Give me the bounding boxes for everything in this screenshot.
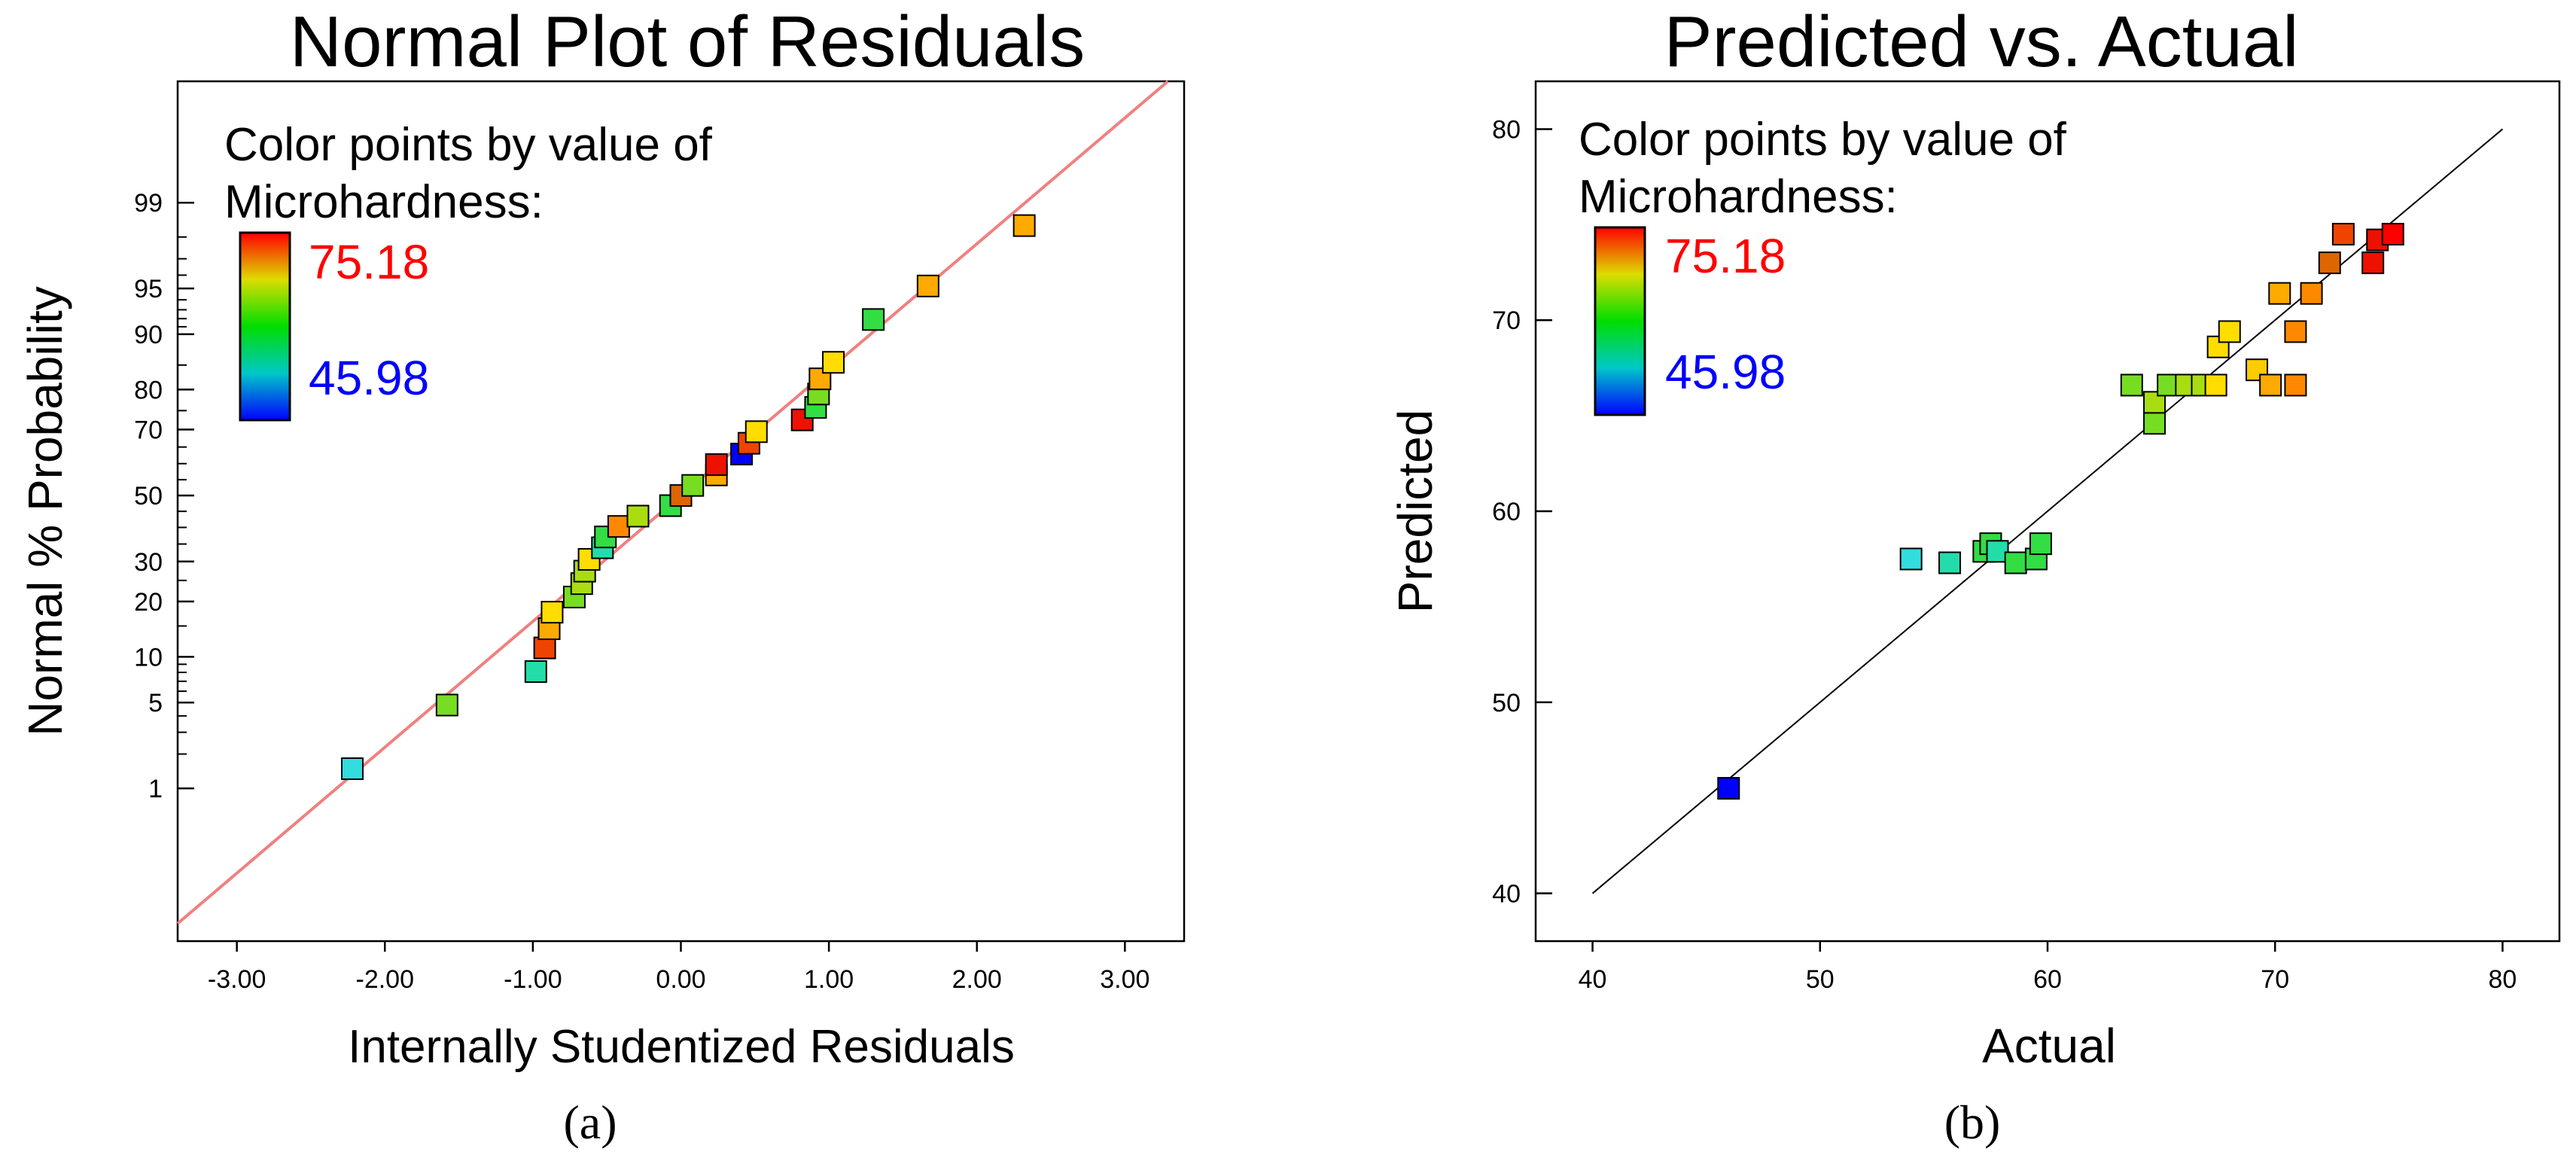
x-tick-label: -3.00: [208, 965, 266, 994]
data-point: [2120, 373, 2143, 397]
y-tick-label: 50: [134, 482, 163, 510]
data-point: [2361, 251, 2385, 275]
panel-b-title: Predicted vs. Actual: [1664, 2, 2298, 82]
y-tick-label: 50: [1492, 689, 1521, 718]
panel-b-legend-title-line2: Microhardness:: [1579, 171, 1898, 223]
data-point: [2284, 373, 2307, 397]
panel-b-predicted-vs-actual: Predicted vs. Actual 40 50 60 70 80 40 50 60 70…: [1388, 2, 2561, 1149]
panel-a-y-ticks: 1 5 10 20 30 50 70 80 90 95 99: [134, 189, 194, 803]
x-tick-label: 50: [1806, 965, 1835, 994]
panel-b-y-axis-label: Predicted: [1388, 410, 1442, 613]
data-point: [524, 660, 547, 683]
data-point: [916, 274, 939, 297]
panel-a-colorbar: [239, 231, 291, 422]
data-point: [862, 308, 885, 331]
panel-b-points: [1717, 223, 2404, 800]
y-tick-label: 60: [1492, 498, 1521, 526]
panel-b-colorbar: [1594, 226, 1646, 416]
x-tick-label: 3.00: [1100, 965, 1149, 994]
data-point: [2331, 223, 2355, 246]
panel-b-legend-title-line1: Color points by value of: [1579, 114, 2067, 166]
panel-a-points: [341, 214, 1036, 780]
panel-b-x-axis-label: Actual: [1982, 1019, 2116, 1073]
y-tick-label: 70: [1492, 306, 1521, 335]
data-point: [822, 351, 845, 374]
data-point: [2284, 320, 2307, 343]
y-tick-label: 20: [134, 588, 163, 617]
data-point: [2268, 282, 2291, 305]
data-point: [681, 474, 705, 497]
panel-b-legend: Color points by value of Microhardness: …: [1579, 114, 2067, 416]
data-point: [540, 601, 564, 624]
panel-a-legend-min: 45.98: [309, 351, 429, 405]
x-tick-label: 70: [2261, 965, 2289, 994]
y-tick-label: 1: [148, 775, 163, 803]
y-tick-label: 40: [1492, 880, 1521, 909]
panel-b-x-ticks: 40 50 60 70 80: [1579, 941, 2517, 994]
data-point: [1717, 776, 1740, 800]
data-point: [626, 504, 650, 528]
x-tick-label: 0.00: [656, 965, 705, 994]
data-point: [2259, 373, 2282, 397]
data-point: [533, 636, 556, 660]
x-tick-label: -1.00: [504, 965, 562, 994]
x-tick-label: 40: [1579, 965, 1607, 994]
panel-a-x-axis-label: Internally Studentized Residuals: [348, 1021, 1015, 1073]
data-point: [2218, 320, 2241, 343]
data-point: [2300, 282, 2323, 305]
data-point: [341, 757, 364, 780]
y-tick-label: 70: [134, 416, 163, 444]
x-tick-label: 80: [2489, 965, 2517, 994]
data-point: [2143, 412, 2166, 435]
y-tick-label: 10: [134, 643, 163, 672]
y-tick-label: 99: [134, 189, 163, 218]
data-point: [2318, 251, 2341, 275]
panel-a-label: (a): [563, 1095, 617, 1149]
data-point: [2029, 532, 2052, 556]
data-point: [2381, 223, 2404, 246]
panel-a-title: Normal Plot of Residuals: [290, 2, 1085, 82]
data-point: [607, 515, 630, 538]
data-point: [705, 453, 728, 477]
panel-b-legend-min: 45.98: [1665, 345, 1786, 399]
panel-b-y-ticks: 40 50 60 70 80: [1492, 115, 1552, 909]
panel-a-normal-plot: Normal Plot of Residuals -3.00 -2.00 -1.00…: [18, 2, 1186, 1149]
panel-a-legend: Color points by value of Microhardness: …: [224, 119, 713, 422]
panel-a-x-ticks: -3.00 -2.00 -1.00 0.00 1.00 2.00 3.00: [208, 941, 1149, 994]
x-tick-label: 2.00: [952, 965, 1002, 994]
data-point: [2204, 373, 2227, 397]
y-tick-label: 80: [1492, 115, 1521, 144]
panel-a-legend-title-line1: Color points by value of: [224, 119, 713, 171]
panel-a-legend-title-line2: Microhardness:: [224, 176, 544, 228]
panel-b-legend-max: 75.18: [1665, 229, 1786, 283]
y-tick-label: 80: [134, 376, 163, 404]
y-tick-label: 95: [134, 275, 163, 303]
panel-a-legend-max: 75.18: [309, 235, 429, 289]
x-tick-label: -2.00: [356, 965, 415, 994]
panel-b-label: (b): [1944, 1095, 2001, 1149]
data-point: [435, 693, 458, 717]
panel-a-y-axis-label: Normal % Probability: [18, 286, 72, 736]
x-tick-label: 1.00: [804, 965, 854, 994]
data-point: [744, 420, 768, 443]
y-tick-label: 90: [134, 321, 163, 349]
y-tick-label: 5: [148, 689, 163, 718]
y-tick-label: 30: [134, 548, 163, 577]
panel-a-minor-ticks: [178, 236, 187, 755]
data-point: [1938, 551, 1962, 574]
data-point: [2004, 551, 2027, 574]
data-point: [1899, 547, 1923, 571]
data-point: [1012, 214, 1036, 237]
x-tick-label: 60: [2033, 965, 2062, 994]
panel-b-reference-line: [1591, 128, 2504, 894]
